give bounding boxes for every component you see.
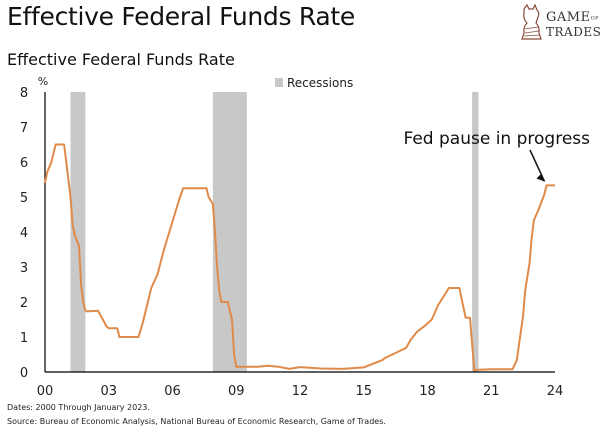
recessions-layer — [70, 92, 479, 372]
x-tick-label: 03 — [100, 384, 117, 399]
game-of-trades-logo: GAMEOF TRADES — [518, 3, 600, 43]
y-tick-label: 1 — [20, 331, 28, 346]
series-line-fed-funds — [44, 143, 555, 372]
y-tick-label: 6 — [20, 156, 28, 171]
x-tick-label: 15 — [355, 384, 372, 399]
y-tick-label: 0 — [20, 366, 28, 381]
line-layer — [44, 143, 555, 372]
logo-game: GAME — [546, 10, 591, 25]
logo-text-line1: GAMEOF — [546, 10, 599, 25]
legend-label-recessions: Recessions — [287, 76, 353, 90]
x-tick-label: 21 — [483, 384, 500, 399]
y-tick-label: 7 — [20, 121, 28, 136]
x-tick-label: 00 — [37, 384, 54, 399]
logo-trades: TRADES — [546, 25, 600, 39]
chart-title: Effective Federal Funds Rate — [7, 50, 235, 69]
y-tick-label: 2 — [20, 296, 28, 311]
legend-swatch-recessions — [275, 78, 283, 87]
footnote-dates: Dates: 2000 Through January 2023. — [7, 403, 150, 412]
x-tick-label: 18 — [419, 384, 436, 399]
annotation-arrowhead-icon — [536, 173, 545, 182]
page-title: Effective Federal Funds Rate — [7, 2, 355, 31]
recession-band-0 — [70, 92, 86, 372]
y-tick-label: 5 — [20, 191, 28, 206]
footnote-source: Source: Bureau of Economic Analysis, Nat… — [7, 417, 386, 426]
x-tick-label: 09 — [228, 384, 245, 399]
y-tick-label: 8 — [20, 86, 28, 101]
y-tick-label: 3 — [20, 261, 28, 276]
x-tick-label: 24 — [547, 384, 564, 399]
annotation-text: Fed pause in progress — [404, 129, 591, 149]
x-tick-label: 06 — [164, 384, 181, 399]
knight-bull-icon — [521, 3, 542, 40]
y-tick-label: 4 — [20, 226, 28, 241]
recession-band-1 — [212, 92, 247, 372]
logo-of: OF — [590, 15, 600, 22]
y-axis-unit-label: % — [38, 75, 48, 88]
annotation-layer: Fed pause in progress — [404, 129, 591, 182]
x-tick-label: 12 — [292, 384, 309, 399]
recession-band-2 — [472, 92, 479, 372]
